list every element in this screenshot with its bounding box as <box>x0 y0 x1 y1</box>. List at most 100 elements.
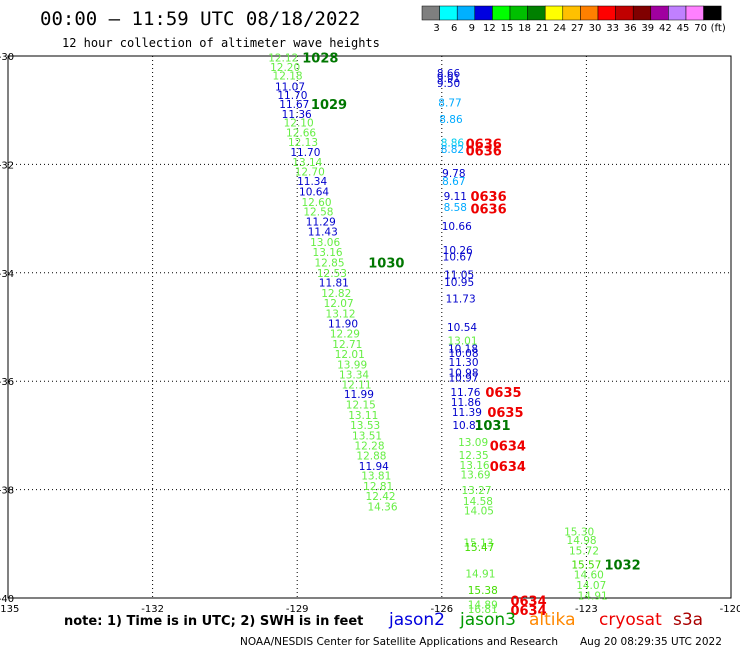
wave-height-value: 12.60 <box>301 197 331 209</box>
wave-height-value: 12.11 <box>341 379 371 391</box>
x-tick-label: -126 <box>430 604 453 615</box>
color-scale-label: 42 <box>659 23 672 34</box>
wave-height-value: 10.54 <box>447 322 477 334</box>
wave-height-value: 10.98 <box>448 368 478 380</box>
color-scale-label: 30 <box>589 23 602 34</box>
wave-height-value: 12.82 <box>321 288 351 300</box>
color-scale-label: 39 <box>641 23 654 34</box>
wave-height-value: 15.47 <box>464 542 494 554</box>
color-scale-swatch <box>703 5 722 21</box>
wave-height-value: 16.81 <box>468 604 498 616</box>
color-scale-label: 45 <box>677 23 690 34</box>
footer-credit: NOAA/NESDIS Center for Satellite Applica… <box>240 636 558 648</box>
wave-height-value: 13.14 <box>292 157 322 169</box>
chart-subtitle: 12 hour collection of altimeter wave hei… <box>62 36 380 50</box>
pass-time-label: 1029 <box>311 98 347 113</box>
x-tick-label: -135 <box>0 604 19 615</box>
pass-time-label: 0634 <box>490 460 526 475</box>
y-tick-label: -30 <box>0 52 14 63</box>
color-scale-label: 70 <box>694 23 707 34</box>
wave-height-value: 12.13 <box>288 137 318 149</box>
wave-height-value: 12.53 <box>317 268 347 280</box>
wave-height-value: 12.07 <box>324 298 354 310</box>
color-scale-label: 21 <box>536 23 549 34</box>
wave-height-points: 12.1212.2012.1811.0711.7011.6711.3612.10… <box>268 53 608 616</box>
wave-height-value: 11.36 <box>282 109 312 121</box>
pass-time-label: 0634 <box>490 440 526 455</box>
note-text: note: 1) Time is in UTC; 2) SWH is in fe… <box>64 614 363 629</box>
wave-height-value: 8.67 <box>442 176 465 188</box>
color-scale-label: 18 <box>518 23 531 34</box>
wave-height-value: 12.29 <box>330 329 360 341</box>
satellite-altika-label: altika <box>529 610 576 630</box>
satellite-legend: jason2 jason3 altika cryosat s3a <box>388 610 703 630</box>
chart-title: 00:00 – 11:59 UTC 08/18/2022 <box>40 8 360 30</box>
x-tick-label: -123 <box>575 604 598 615</box>
wave-height-value: 9.50 <box>437 78 460 90</box>
y-tick-label: -36 <box>0 377 14 388</box>
wave-height-value: 12.66 <box>286 127 316 139</box>
wave-height-value: 14.36 <box>367 501 397 513</box>
wave-height-value: 10.81 <box>452 420 482 432</box>
wave-height-value: 14.89 <box>468 600 498 612</box>
chart-grid <box>7 55 732 599</box>
color-scale-label: 6 <box>451 23 457 34</box>
pass-time-label: 1030 <box>368 257 404 272</box>
wave-height-value: 12.12 <box>268 53 298 65</box>
wave-height-value: 13.53 <box>350 420 380 432</box>
x-tick-label: -120 <box>720 604 740 615</box>
color-scale-swatch <box>597 5 616 21</box>
wave-height-value: 10.95 <box>444 277 474 289</box>
wave-height-value: 8.86 <box>439 114 463 126</box>
wave-height-value: 11.90 <box>328 319 358 331</box>
wave-height-value: 14.60 <box>574 570 604 582</box>
color-scale-label: 9 <box>469 23 475 34</box>
wave-height-value: 13.51 <box>352 430 382 442</box>
wave-height-value: 10.26 <box>443 245 473 257</box>
wave-height-value: 13.06 <box>310 237 340 249</box>
wave-height-value: 11.76 <box>450 387 480 399</box>
wave-height-value: 11.34 <box>297 176 327 188</box>
color-scale-swatch <box>509 5 528 21</box>
wave-height-value: 8.66 <box>437 68 461 80</box>
wave-height-value: 15.13 <box>463 538 493 550</box>
wave-height-value: 12.70 <box>295 166 325 178</box>
wave-height-value: 13.81 <box>361 471 391 483</box>
color-scale-label: 12 <box>483 23 496 34</box>
wave-height-value: 11.70 <box>277 90 307 102</box>
wave-height-value: 11.29 <box>306 216 336 228</box>
wave-height-value: 11.05 <box>444 269 474 281</box>
wave-height-value: 10.08 <box>448 348 478 360</box>
wave-height-value: 13.16 <box>313 247 343 259</box>
pass-time-label: 0635 <box>487 406 523 421</box>
color-scale-swatch <box>421 5 440 21</box>
color-scale-label: 24 <box>553 23 566 34</box>
color-scale-swatch <box>668 5 687 21</box>
wave-height-value: 10.66 <box>442 221 472 233</box>
x-tick-label: -129 <box>286 604 309 615</box>
wave-height-value: 12.10 <box>284 118 314 130</box>
color-scale-label: 15 <box>501 23 514 34</box>
color-scale-label: 33 <box>606 23 619 34</box>
wave-height-value: 9.11 <box>444 191 467 203</box>
wave-height-value: 10.18 <box>448 344 478 356</box>
pass-time-label: 0635 <box>485 386 521 401</box>
wave-height-value: 12.15 <box>346 400 376 412</box>
wave-height-value: 14.05 <box>464 506 494 518</box>
y-tick-label: -38 <box>0 486 14 497</box>
color-scale-swatch <box>580 5 599 21</box>
color-scale-swatch <box>615 5 634 21</box>
satellite-jason3-label: jason3 <box>459 610 516 630</box>
pass-time-label: 0634 <box>510 595 546 610</box>
wave-height-value: 11.39 <box>452 407 482 419</box>
y-tick-label: -34 <box>0 269 14 280</box>
wave-height-value: 13.11 <box>348 410 378 422</box>
wave-height-value: 12.71 <box>332 339 362 351</box>
wave-height-value: 12.01 <box>335 349 365 361</box>
wave-height-value: 11.81 <box>319 278 349 290</box>
wave-height-value: 13.09 <box>458 437 488 449</box>
pass-time-labels: 1028102910301031103206360636063606360635… <box>302 52 640 619</box>
satellite-cryosat-label: cryosat <box>599 610 662 630</box>
wave-height-value: 15.72 <box>569 545 599 557</box>
